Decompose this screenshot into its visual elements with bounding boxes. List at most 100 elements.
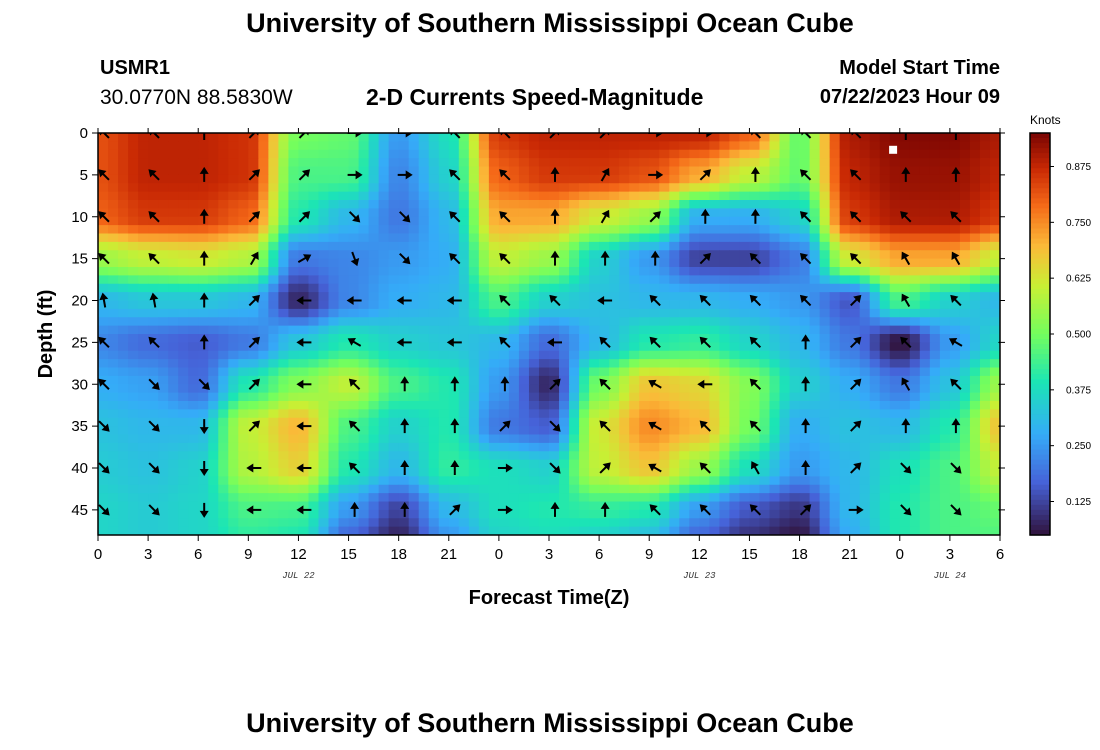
heatmap-cell [238, 493, 249, 503]
heatmap-cell [318, 225, 330, 235]
heatmap-cell [819, 241, 831, 251]
heatmap-cell [879, 300, 891, 310]
heatmap-cell [739, 392, 751, 402]
heatmap-cell [879, 325, 891, 335]
current-arrow [600, 250, 610, 266]
heatmap-cell [438, 484, 450, 494]
heatmap-cell [478, 267, 490, 276]
heatmap-cell [729, 417, 741, 427]
current-arrow [149, 292, 159, 308]
heatmap-cell [769, 241, 781, 251]
heatmap-cell [378, 384, 390, 394]
heatmap-cell [569, 250, 580, 260]
heatmap-cell [268, 501, 279, 511]
heatmap-cell [829, 191, 841, 201]
heatmap-cell [889, 191, 901, 201]
heatmap-cell [599, 350, 610, 360]
heatmap-cell [829, 258, 841, 268]
current-arrow [700, 208, 710, 224]
heatmap-cell [569, 258, 580, 268]
heatmap-cell [849, 526, 861, 535]
heatmap-cell [569, 241, 580, 251]
heatmap-cell [438, 283, 450, 293]
heatmap-cell [679, 468, 690, 477]
heatmap-cell [358, 258, 370, 268]
heatmap-cell [538, 141, 550, 151]
heatmap-cell [528, 166, 540, 176]
heatmap-cell [168, 367, 179, 377]
heatmap-cell [709, 275, 720, 285]
heatmap-cell [158, 208, 169, 218]
current-arrow [549, 378, 561, 390]
heatmap-cell [839, 359, 851, 369]
heatmap-cell [879, 384, 891, 394]
heatmap-cell [949, 501, 961, 511]
heatmap-cell [388, 317, 400, 327]
heatmap-cell [929, 518, 941, 528]
heatmap-cell [378, 526, 390, 535]
heatmap-cell [378, 342, 390, 352]
heatmap-cell [318, 359, 330, 369]
heatmap-cell [248, 359, 259, 369]
heatmap-cell [488, 493, 500, 503]
heatmap-cell [488, 141, 500, 151]
heatmap-cell [799, 300, 811, 310]
heatmap-cell [308, 501, 320, 511]
heatmap-cell [669, 451, 680, 461]
heatmap-cell [649, 141, 660, 151]
heatmap-cell [629, 158, 640, 168]
heatmap-cell [829, 250, 841, 260]
heatmap-cell [408, 283, 420, 293]
heatmap-cell [959, 484, 971, 494]
heatmap-cell [659, 501, 670, 511]
heatmap-cell [188, 334, 199, 343]
heatmap-cell [348, 476, 360, 486]
heatmap-cell [128, 509, 139, 519]
heatmap-cell [228, 451, 239, 461]
heatmap-cell [268, 350, 279, 360]
heatmap-cell [488, 317, 500, 327]
heatmap-cell [929, 200, 941, 209]
heatmap-cell [889, 174, 901, 184]
heatmap-cell [919, 158, 931, 168]
heatmap-cell [739, 526, 751, 535]
heatmap-cell [649, 367, 660, 377]
heatmap-cell [679, 258, 690, 268]
heatmap-cell [438, 476, 450, 486]
heatmap-cell [809, 300, 821, 310]
heatmap-cell [779, 258, 791, 268]
heatmap-cell [729, 250, 741, 260]
heatmap-cell [118, 442, 129, 452]
heatmap-cell [709, 375, 720, 385]
heatmap-cell [879, 476, 891, 486]
heatmap-cell [538, 216, 550, 226]
heatmap-cell [128, 183, 139, 193]
heatmap-cell [939, 292, 951, 302]
heatmap-cell [719, 476, 730, 486]
heatmap-cell [248, 401, 259, 410]
heatmap-cell [328, 241, 340, 251]
heatmap-cell [879, 283, 891, 293]
heatmap-cell [699, 442, 710, 452]
heatmap-cell [308, 468, 320, 477]
heatmap-cell [158, 141, 169, 151]
heatmap-cell [959, 233, 971, 243]
heatmap-cell [178, 359, 189, 369]
heatmap-cell [128, 292, 139, 302]
heatmap-cell [398, 367, 410, 377]
heatmap-cell [478, 342, 490, 352]
heatmap-cell [589, 267, 600, 276]
heatmap-cell [148, 191, 159, 201]
heatmap-cell [98, 367, 109, 377]
heatmap-cell [378, 518, 390, 528]
heatmap-cell [258, 300, 269, 310]
heatmap-cell [448, 317, 460, 327]
heatmap-cell [769, 300, 781, 310]
heatmap-cell [318, 133, 330, 142]
heatmap-cell [919, 308, 931, 318]
heatmap-cell [779, 292, 791, 302]
heatmap-cell [348, 283, 360, 293]
heatmap-cell [348, 317, 360, 327]
heatmap-cell [829, 275, 841, 285]
heatmap-cell [148, 283, 159, 293]
